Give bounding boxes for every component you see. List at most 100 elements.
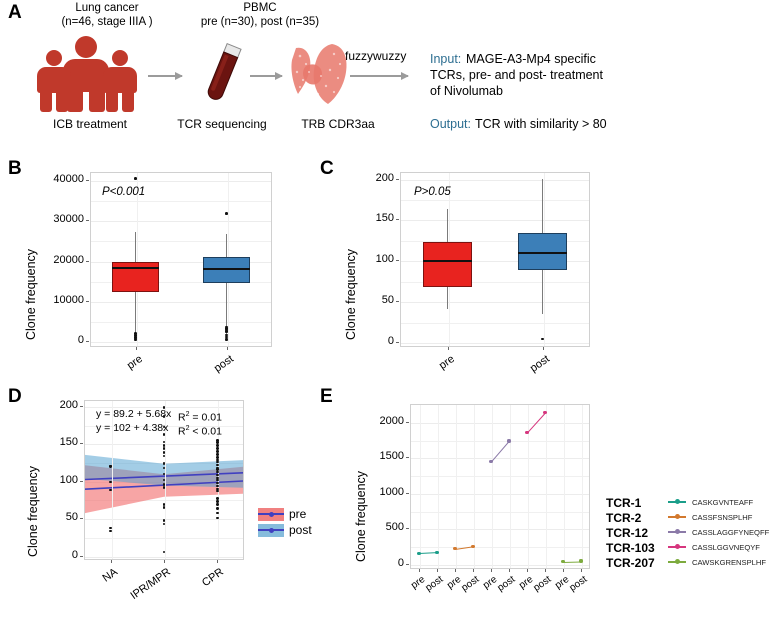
scatter-point-d-0-5 <box>109 529 112 533</box>
ytick-label-b-4: 40000 <box>53 173 84 186</box>
panel-d-legend-label-post: post <box>289 523 312 537</box>
output-prefix-label: Output: <box>430 117 471 131</box>
scatter-point-d-1-6 <box>162 447 166 450</box>
panel-a-header-2-line2: pre (n=30), post (n=35) <box>200 16 320 28</box>
xtick-mark-d-1 <box>164 560 165 563</box>
scatter-point-d-1-19 <box>162 522 166 526</box>
outlier-b-post-0 <box>225 212 228 215</box>
scatter-point-d-2-0 <box>216 439 219 442</box>
ytick-label-d-1: 50 <box>65 511 78 524</box>
input-prefix-label: Input: <box>430 52 462 66</box>
panel-c-pvalue: P>0.05 <box>414 186 451 198</box>
scatter-point-d-2-12 <box>216 470 219 473</box>
scatter-point-d-2-13 <box>216 473 219 476</box>
ytick-mark-d-1 <box>80 518 83 520</box>
scatter-point-d-2-25 <box>216 516 219 520</box>
box-b-post <box>202 256 251 284</box>
median-line-c-pre <box>422 260 473 262</box>
panel-e-line: E Clone frequency TCR-1 CASKGVNTEAFF TCR-2… <box>320 382 770 634</box>
scatter-point-d-1-9 <box>162 461 166 464</box>
xtick-mark-e-1 <box>437 569 438 572</box>
ytick-mark-c-4 <box>396 178 399 180</box>
outlier-b-post-2 <box>225 327 228 330</box>
whisker-upper-c-0 <box>447 208 448 242</box>
scatter-point-d-2-11 <box>216 468 219 471</box>
panel-d-r2-1: R2 = 0.01 <box>178 411 222 424</box>
input-line-3: of Nivolumab <box>430 84 503 98</box>
outlier-b-post-1 <box>225 325 228 329</box>
scatter-point-d-1-0 <box>162 406 166 409</box>
whisker-upper-b-0 <box>135 231 136 262</box>
panel-d-legend-label-pre: pre <box>289 507 307 521</box>
ytick-label-d-2: 100 <box>59 473 78 486</box>
panel-e-legend-name-TCR-12: TCR-12 <box>606 526 649 540</box>
xtick-label-b-1: post <box>211 353 236 375</box>
gridline-minor-c-3 <box>401 199 589 201</box>
xtick-mark-d-2 <box>217 560 219 563</box>
gridline-minor-c-0 <box>401 322 589 324</box>
line-segment-TCR-207 <box>562 561 582 563</box>
xtick-mark-e-2 <box>455 569 456 572</box>
box-c-post <box>517 232 568 271</box>
legend-key-point <box>674 513 680 519</box>
scatter-point-d-1-1 <box>162 415 166 418</box>
scatter-point-d-0-2 <box>109 481 112 484</box>
panel-e-legend-key-TCR-103 <box>668 542 686 551</box>
gridline-x-e-4 <box>492 405 493 568</box>
gridline-y-d-0 <box>85 556 243 558</box>
ytick-label-b-0: 0 <box>77 333 84 346</box>
gridline-y-c-0 <box>401 343 589 345</box>
whisker-lower-b-1 <box>226 283 227 341</box>
scatter-point-d-0-3 <box>109 488 112 491</box>
ytick-label-c-1: 50 <box>381 294 394 307</box>
gridline-minor-d-0 <box>85 537 243 539</box>
scatter-point-d-2-23 <box>216 507 219 510</box>
legend-key-point <box>674 543 680 549</box>
xtick-mark-e-4 <box>491 569 492 572</box>
legend-key-point <box>674 498 680 504</box>
point-TCR-207-pre <box>561 559 565 564</box>
ytick-label-d-0: 0 <box>71 548 78 561</box>
panel-e-legend-seq-TCR-207: CAWSKGRENSPLHF <box>692 558 766 567</box>
gridline-y-b-4 <box>91 181 271 183</box>
ytick-mark-e-3 <box>406 457 409 459</box>
gridline-minor-c-1 <box>401 281 589 283</box>
scatter-point-d-1-3 <box>162 433 166 436</box>
gridline-x-e-9 <box>582 405 583 568</box>
scatter-point-d-2-2 <box>216 444 219 447</box>
whisker-upper-b-1 <box>226 233 227 257</box>
xtick-mark-c-1 <box>542 347 544 350</box>
ytick-label-e-1: 500 <box>385 521 404 534</box>
ytick-mark-e-1 <box>406 528 409 530</box>
point-TCR-12-post <box>507 439 511 443</box>
ytick-label-e-4: 2000 <box>379 414 404 427</box>
outlier-b-post-5 <box>225 333 228 337</box>
scatter-point-d-1-13 <box>162 478 166 482</box>
panel-a-caption-cdr3: TRB CDR3aa <box>301 117 375 131</box>
scatter-point-d-1-20 <box>162 550 166 553</box>
point-TCR-1-pre <box>417 551 421 555</box>
scatter-point-d-1-7 <box>162 451 166 454</box>
gridline-minor-c-2 <box>401 240 589 242</box>
legend-key-point <box>674 558 680 564</box>
panel-e-legend-name-TCR-103: TCR-103 <box>606 541 655 555</box>
scatter-point-d-2-3 <box>216 447 219 450</box>
scatter-point-d-2-9 <box>216 463 219 467</box>
arrow-icon-3 <box>350 71 409 80</box>
arrow-icon-1 <box>148 71 183 80</box>
panel-e-label: E <box>320 386 333 407</box>
box-b-pre <box>111 261 160 292</box>
scatter-point-d-1-10 <box>162 463 166 466</box>
xtick-mark-e-8 <box>563 569 564 572</box>
point-TCR-103-post <box>543 411 547 415</box>
panel-e-legend-name-TCR-1: TCR-1 <box>606 496 642 510</box>
panel-b-label: B <box>8 158 22 179</box>
outlier-b-post-4 <box>225 330 228 333</box>
scatter-point-d-2-1 <box>216 441 219 444</box>
ytick-mark-c-1 <box>396 301 399 303</box>
gridline-minor-b-0 <box>91 321 271 323</box>
point-TCR-103-pre <box>525 431 529 435</box>
scatter-point-d-1-11 <box>162 466 166 470</box>
panel-e-legend-seq-TCR-12: CASSLAGGFYNEQFF <box>692 528 770 537</box>
ytick-label-b-2: 20000 <box>53 253 84 266</box>
